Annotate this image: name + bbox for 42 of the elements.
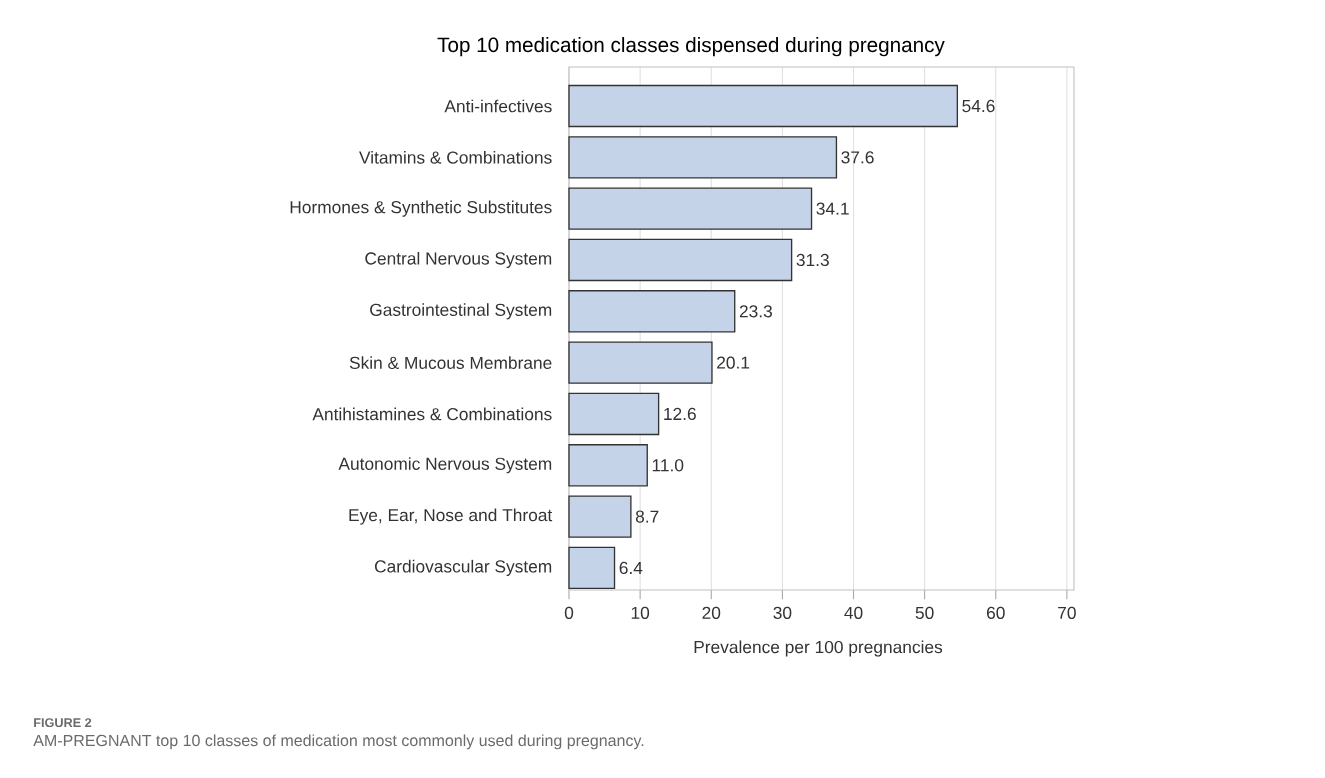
y-tick-label: Gastrointestinal System [370,303,552,320]
data-label: 54.6 [962,99,995,113]
y-tick-label: Antihistamines & Combinations [312,407,552,421]
bar [568,84,959,128]
x-tick-label: 0 [564,606,574,619]
bar [568,136,838,179]
x-tick-label: 70 [1058,606,1076,619]
bar [568,187,813,230]
y-tick-label: Central Nervous System [365,251,552,269]
data-label: 11.0 [652,459,684,472]
y-tick-label: Skin & Mucous Membrane [349,356,552,369]
x-tick-label: 50 [915,606,934,619]
x-axis-title: Prevalence per 100 pregnancies [694,640,943,657]
y-tick-label: Cardiovascular System [374,559,552,576]
x-tick-label: 20 [702,606,721,619]
x-tick-label: 10 [631,606,650,619]
y-tick-label: Anti-infectives [444,99,552,113]
data-label: 12.6 [664,407,696,421]
x-tick-label: 60 [987,606,1005,619]
data-label: 20.1 [717,356,750,369]
caption: FIGURE 2 [34,718,92,728]
chart-title: Top 10 medication classes dispensed during pregnancy [437,37,945,57]
data-label: 6.4 [619,561,643,575]
y-tick-label: Eye, Ear, Nose and Throat [349,508,553,525]
bar [568,444,648,487]
data-label: 31.3 [796,253,829,267]
y-tick-label: Autonomic Nervous System [338,457,552,474]
data-label: 37.6 [841,151,874,164]
y-tick-label: Vitamins & Combinations [359,150,552,164]
text: AM-PREGNANT top 10 classes of medication most commonly used during pregnancy. [33,734,644,750]
bar [568,392,660,436]
y-tick-label: Hormones & Synthetic Substitutes [290,200,552,217]
bar [568,341,713,384]
data-label: 34.1 [816,202,849,215]
x-tick-label: 40 [844,606,863,619]
bar [568,290,736,333]
x-tick-label: 30 [773,606,792,619]
bar [568,238,793,282]
bar [568,495,632,538]
data-label: 8.7 [635,510,659,523]
bar [568,546,616,590]
data-label: 23.3 [739,305,772,318]
